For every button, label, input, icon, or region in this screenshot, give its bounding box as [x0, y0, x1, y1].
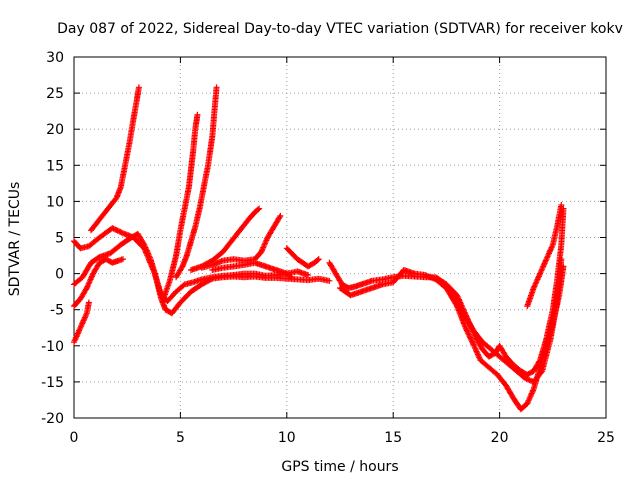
x-tick-label: 25 [597, 430, 615, 446]
series-arc-5 [88, 84, 142, 234]
y-tick-label: -10 [41, 339, 64, 355]
series-arc-4 [71, 256, 126, 310]
series-arc-3 [71, 299, 92, 346]
marker-path [209, 259, 295, 281]
y-tick-label: 0 [55, 267, 64, 283]
series-arc-15 [524, 202, 565, 310]
y-tick-label: -5 [50, 303, 64, 319]
marker-path [160, 111, 201, 302]
grid-lines [74, 57, 606, 418]
x-tick-label: 5 [176, 430, 185, 446]
y-axis-label: SDTVAR / TECUs [7, 182, 23, 297]
y-tick-label: 20 [46, 122, 64, 138]
y-tick-label: 10 [46, 194, 64, 210]
x-tick-label: 20 [491, 430, 509, 446]
y-tick-label: 15 [46, 158, 64, 174]
data-points [71, 84, 567, 413]
chart-title: Day 087 of 2022, Sidereal Day-to-day VTE… [57, 21, 623, 37]
x-tick-label: 10 [278, 430, 296, 446]
y-tick-label: -20 [41, 411, 64, 427]
marker-path [283, 245, 322, 270]
marker-path [173, 84, 220, 281]
y-tick-label: 5 [55, 231, 64, 247]
axes: 0 5 10 15 20 25 -20 -15 -10 -5 0 5 10 15 20 25 30 [41, 50, 615, 446]
x-tick-label: 15 [384, 430, 402, 446]
y-tick-label: 30 [46, 50, 64, 66]
series-arc-10 [209, 259, 295, 281]
marker-path [524, 202, 565, 310]
marker-path [71, 299, 92, 346]
plot-frame [73, 56, 607, 419]
marker-path [71, 256, 126, 310]
series-arc-6 [160, 111, 201, 302]
marker-path [71, 230, 312, 304]
marker-path [443, 256, 565, 385]
series-arc-7 [173, 84, 220, 281]
x-axis-label: GPS time / hours [281, 459, 398, 475]
series-arc-11 [283, 245, 322, 270]
marker-path [198, 212, 284, 271]
series-arc-14 [443, 256, 565, 385]
y-tick-label: -15 [41, 375, 64, 391]
marker-path [88, 84, 142, 234]
series-arc-9 [198, 212, 284, 271]
y-tick-label: 25 [46, 86, 64, 102]
x-tick-label: 0 [70, 430, 79, 446]
series-arc-2 [71, 230, 312, 304]
